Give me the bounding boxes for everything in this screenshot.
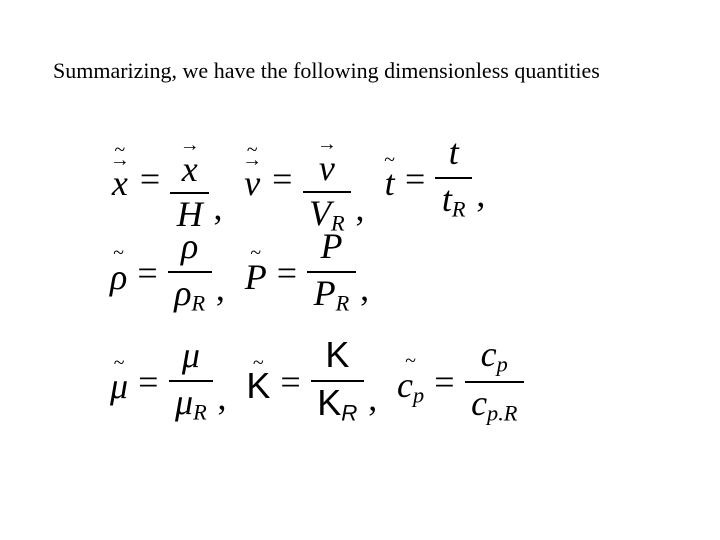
equation-term: ~ρ=ρρR, bbox=[110, 228, 245, 318]
equation-term: ~μ=μμR, bbox=[110, 337, 246, 427]
equation-term: ~→v=→vVR, bbox=[242, 120, 384, 238]
equation-term: ~cp=cpcp.R bbox=[397, 336, 524, 428]
page: Summarizing, we have the following dimen… bbox=[0, 0, 720, 540]
equation-term: ~→x=→xH, bbox=[110, 121, 242, 237]
intro-text: Summarizing, we have the following dimen… bbox=[53, 58, 600, 84]
equation-term: ~t=ttR, bbox=[384, 134, 505, 224]
equation-row: ~→x=→xH,~→v=→vVR,~t=ttR, bbox=[110, 120, 505, 238]
equation-term: ~K=KKR, bbox=[246, 336, 397, 428]
equation-row: ~ρ=ρρR,~P=PPR, bbox=[110, 228, 389, 318]
equation-row: ~μ=μμR,~K=KKR,~cp=cpcp.R bbox=[110, 336, 524, 428]
equation-term: ~P=PPR, bbox=[245, 228, 389, 318]
